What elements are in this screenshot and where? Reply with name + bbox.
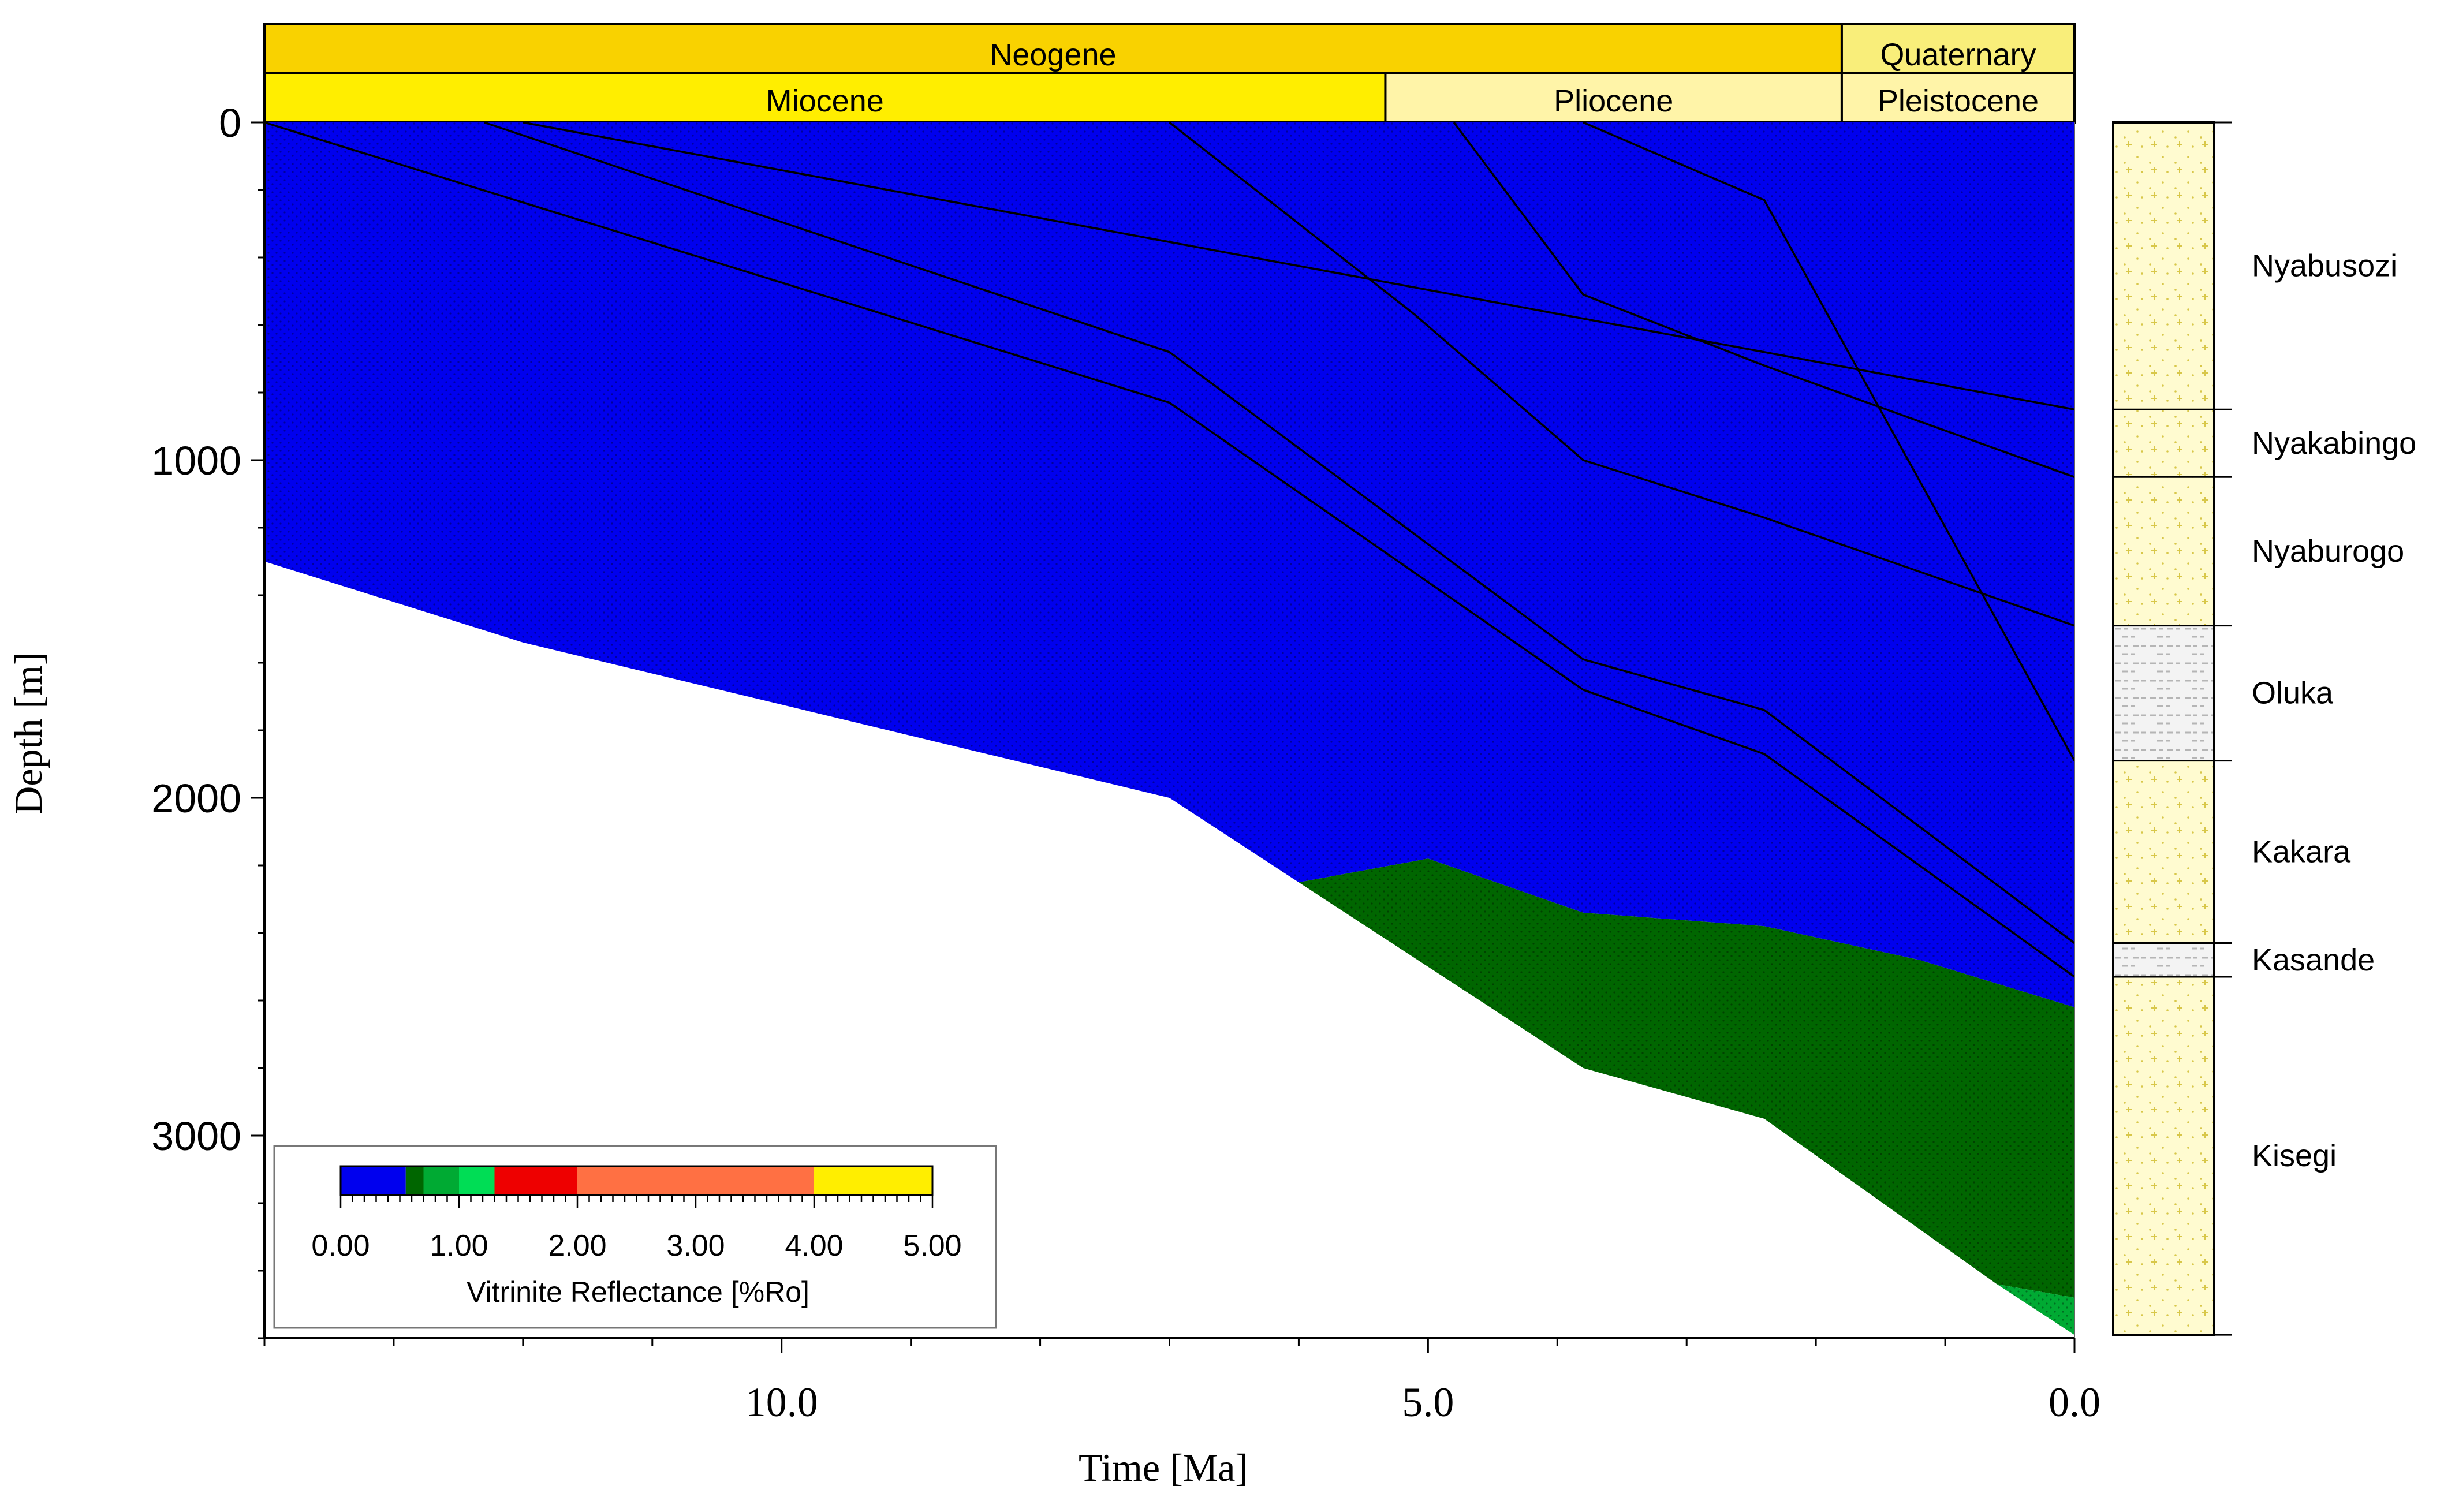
x-tick-label: 10.0 <box>745 1379 818 1425</box>
formation-label: Nyakabingo <box>2252 426 2416 461</box>
formation-nyabusozi <box>2113 122 2214 410</box>
legend-title: Vitrinite Reflectance [%Ro] <box>467 1276 809 1308</box>
legend-tick-label: 5.00 <box>903 1229 961 1263</box>
legend-bin <box>423 1166 459 1195</box>
legend-ticks: 0.00 1.00 2.00 3.00 4.00 5.00 <box>311 1195 962 1263</box>
x-tick-label: 0.0 <box>2049 1379 2100 1425</box>
x-tick-label: 5.0 <box>1402 1379 1454 1425</box>
lithology-column: Nyabusozi Nyakabingo Nyaburogo Oluka Kakara K… <box>2112 121 2416 1336</box>
horizon-top-kakara <box>264 121 2076 978</box>
period-neogene <box>263 23 1843 74</box>
x-axis-label: Time [Ma] <box>1079 1446 1248 1489</box>
legend-tick-label: 1.00 <box>430 1229 488 1263</box>
legend-tick-label: 0.00 <box>311 1229 370 1263</box>
period-label: Neogene <box>990 38 1116 72</box>
y-axis-label: Depth [m] <box>6 652 50 814</box>
lithology-frame <box>2112 121 2215 1336</box>
period-quaternary <box>1840 23 2076 74</box>
formation-label: Kisegi <box>2252 1138 2337 1173</box>
formation-nyaburogo <box>2113 477 2214 626</box>
horizon-base-nyabusozi <box>523 121 2075 411</box>
burial-horizons <box>264 121 2076 978</box>
legend-tick-label: 3.00 <box>666 1229 725 1263</box>
y-tick-label: 3000 <box>151 1114 241 1159</box>
y-tick-label: 2000 <box>151 776 241 821</box>
formation-kasande <box>2113 943 2214 977</box>
vr-zones <box>264 122 2074 1335</box>
legend-tick-label: 4.00 <box>785 1229 843 1263</box>
period-label: Quaternary <box>1880 38 2036 72</box>
horizon-base-nyakabingo <box>1453 121 2075 478</box>
epoch-bar: Miocene Pliocene Pleistocene <box>263 72 2076 124</box>
legend-bin <box>814 1166 932 1195</box>
formation-label: Kasande <box>2252 943 2375 977</box>
axes: 0 1000 2000 3000 10.0 5.0 0.0 <box>151 100 2100 1425</box>
legend-bin <box>405 1166 424 1195</box>
legend-bin <box>577 1166 814 1195</box>
formation-label: Oluka <box>2252 676 2334 711</box>
formation-oluka <box>2113 625 2214 761</box>
formation-label: Nyabusozi <box>2252 249 2397 283</box>
legend-bin <box>494 1166 577 1195</box>
formation-kakara <box>2113 760 2214 943</box>
formation-label: Kakara <box>2252 835 2351 869</box>
horizon-top-oluka <box>1583 121 2076 761</box>
horizon-base-oluka <box>484 121 2076 944</box>
vr-zone-texture <box>1299 858 2074 1298</box>
y-tick-label: 1000 <box>151 438 241 483</box>
epoch-label: Pleistocene <box>1878 84 2039 118</box>
legend-bin <box>341 1166 406 1195</box>
y-tick-label: 0 <box>219 100 241 145</box>
horizon-top-nyaburogo <box>1169 121 2075 627</box>
legend-colorbar <box>339 1165 934 1196</box>
vr-legend: 0.00 1.00 2.00 3.00 4.00 5.00 Vitrinite Refle… <box>273 1145 997 1329</box>
legend-bin <box>459 1166 495 1195</box>
formation-nyakabingo <box>2113 409 2214 477</box>
epoch-label: Pliocene <box>1554 84 1673 118</box>
formation-label: Nyaburogo <box>2252 534 2404 569</box>
vr-zone-texture <box>264 122 2074 1007</box>
vr-zone-texture <box>1997 1284 2074 1335</box>
formation-kisegi <box>2113 977 2214 1335</box>
period-bar: Neogene Quaternary <box>263 23 2076 74</box>
epoch-label: Miocene <box>766 84 884 118</box>
legend-tick-label: 2.00 <box>548 1229 606 1263</box>
